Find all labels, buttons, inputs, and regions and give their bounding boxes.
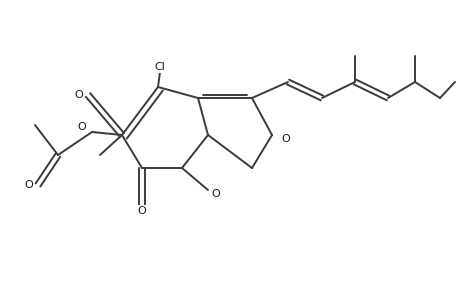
Text: O: O [281, 134, 290, 144]
Text: Cl: Cl [154, 62, 165, 72]
Text: O: O [211, 189, 220, 199]
Text: O: O [25, 180, 34, 190]
Text: O: O [78, 122, 86, 132]
Text: O: O [137, 206, 146, 216]
Text: O: O [74, 90, 83, 100]
